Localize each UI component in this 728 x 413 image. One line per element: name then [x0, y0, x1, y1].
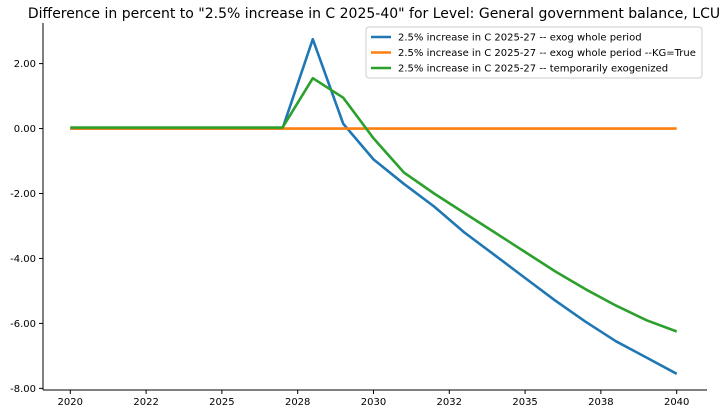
y-axis: -8.00 -6.00 -4.00 -2.00 0.00 2.00 — [10, 59, 43, 395]
x-axis: 2020 2022 2025 2028 2030 2032 2035 2038 2040 — [58, 390, 689, 408]
x-tick-label: 2028 — [285, 397, 310, 408]
legend-box — [365, 26, 703, 79]
y-tick-label: -8.00 — [10, 384, 36, 395]
x-tick-label: 2035 — [512, 397, 537, 408]
x-tick-label: 2025 — [209, 397, 234, 408]
legend-label: 2.5% increase in C 2025-27 -- temporaril… — [398, 64, 668, 75]
x-tick-label: 2038 — [588, 397, 613, 408]
series-lines — [70, 37, 678, 375]
x-tick-label: 2032 — [437, 397, 462, 408]
y-tick-label: -4.00 — [10, 254, 36, 265]
y-tick-label: -2.00 — [10, 189, 36, 200]
y-tick-label: -6.00 — [10, 319, 36, 330]
x-tick-label: 2030 — [361, 397, 386, 408]
series-line-3 — [70, 76, 678, 333]
legend: 2.5% increase in C 2025-27 -- exog whole… — [365, 26, 703, 79]
x-tick-label: 2040 — [664, 397, 689, 408]
legend-label: 2.5% increase in C 2025-27 -- exog whole… — [398, 33, 642, 44]
legend-label: 2.5% increase in C 2025-27 -- exog whole… — [398, 48, 696, 59]
plot-area — [42, 23, 707, 391]
chart-title: Difference in percent to "2.5% increase … — [28, 6, 720, 22]
series-line-1 — [70, 37, 678, 375]
y-tick-label: 2.00 — [14, 59, 36, 70]
x-tick-label: 2022 — [133, 397, 158, 408]
x-tick-label: 2020 — [58, 397, 83, 408]
y-tick-label: 0.00 — [14, 124, 36, 135]
